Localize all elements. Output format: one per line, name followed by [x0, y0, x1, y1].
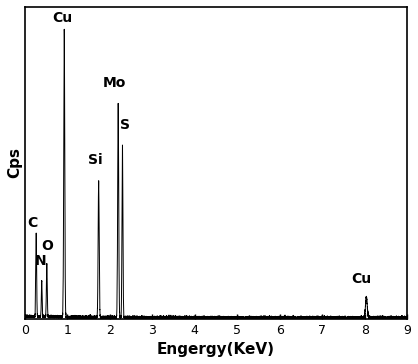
Text: S: S — [120, 118, 130, 132]
Text: Cu: Cu — [52, 11, 72, 25]
Text: Cu: Cu — [352, 272, 372, 286]
Text: Mo: Mo — [103, 76, 127, 90]
Text: N: N — [35, 254, 47, 268]
Text: Si: Si — [87, 153, 102, 167]
Text: C: C — [27, 215, 38, 230]
Y-axis label: Cps: Cps — [7, 147, 22, 178]
X-axis label: Engergy(KeV): Engergy(KeV) — [157, 342, 275, 357]
Text: O: O — [41, 240, 53, 253]
